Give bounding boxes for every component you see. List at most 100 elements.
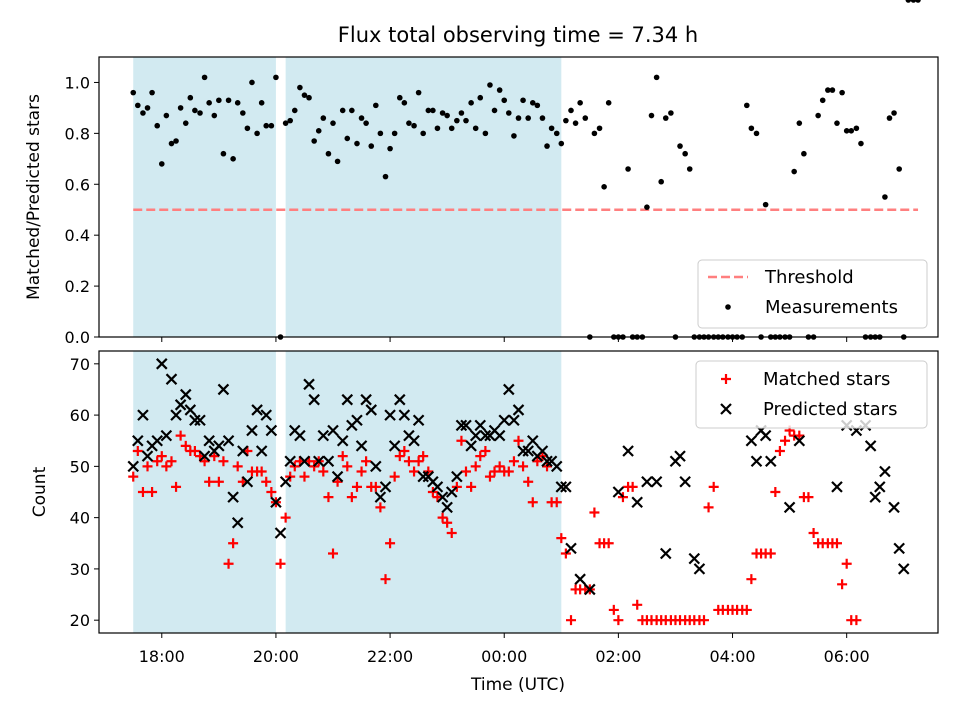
measurement-point — [177, 105, 184, 111]
measurement-point — [182, 120, 189, 126]
matched-star-marker — [484, 471, 495, 482]
measurement-point — [306, 94, 312, 101]
matched-star-marker — [370, 481, 381, 492]
measurement-point — [268, 122, 275, 129]
predicted-star-marker — [284, 455, 296, 468]
measurement-point — [591, 130, 598, 137]
predicted-star-marker — [436, 491, 449, 503]
y-tick-label: 50 — [70, 457, 90, 476]
measurement-point — [330, 120, 336, 126]
predicted-star-marker — [308, 393, 320, 406]
measurement-point — [220, 150, 227, 157]
matched-star-marker — [209, 451, 220, 462]
measurement-point — [477, 94, 484, 101]
matched-star-marker — [147, 487, 158, 497]
measurement-point — [601, 184, 607, 190]
matched-star-marker — [346, 492, 357, 503]
matched-star-marker — [466, 481, 477, 492]
measurement-point — [149, 89, 155, 96]
measurement-point — [291, 107, 298, 114]
matched-star-marker — [204, 476, 215, 487]
matched-star-marker — [803, 492, 814, 503]
matched-star-marker — [703, 502, 714, 513]
measurement-point — [197, 110, 203, 116]
predicted-star-marker — [312, 455, 325, 468]
predicted-star-marker — [793, 434, 806, 447]
measurement-point — [411, 122, 417, 129]
x-tick-label: 04:00 — [709, 647, 755, 666]
predicted-star-marker — [260, 409, 273, 421]
y-tick-label: 0.0 — [65, 328, 90, 347]
predicted-star-marker — [156, 358, 168, 370]
measurement-point — [915, 0, 921, 3]
matched-star-marker — [323, 492, 334, 503]
predicted-star-marker — [412, 414, 425, 426]
predicted-star-marker — [360, 393, 372, 406]
predicted-star-marker — [688, 552, 701, 565]
measurement-point — [515, 115, 522, 121]
matched-star-marker — [708, 481, 719, 492]
matched-star-marker — [774, 445, 785, 456]
predicted-star-marker — [508, 414, 520, 426]
measurement-point — [625, 166, 631, 172]
measurement-point — [819, 97, 826, 104]
measurement-point — [458, 110, 465, 116]
measurement-point — [582, 115, 589, 121]
measurement-point — [596, 125, 603, 132]
matched-star-marker — [442, 517, 453, 528]
measurement-point — [743, 102, 750, 109]
matched-star-marker — [342, 461, 353, 472]
observing-window — [285, 351, 562, 633]
measurement-point — [339, 107, 346, 114]
measurement-point — [644, 204, 650, 210]
predicted-star-marker — [137, 409, 149, 421]
y-tick-label: 0.4 — [65, 226, 90, 245]
matched-star-marker — [613, 615, 624, 626]
measurement-point — [558, 140, 565, 147]
predicted-star-marker — [174, 399, 187, 411]
legend-predicted-label: Predicted stars — [763, 399, 897, 420]
predicted-star-marker — [160, 429, 173, 442]
predicted-star-marker — [341, 393, 354, 406]
ratio-y-axis-label: Matched/Predicted stars — [24, 94, 44, 300]
measurement-point — [454, 117, 460, 124]
measurement-point — [662, 115, 669, 121]
measurement-point — [529, 100, 536, 106]
matched-star-marker — [503, 466, 514, 477]
predicted-star-marker — [294, 429, 306, 442]
matched-star-marker — [437, 512, 448, 523]
matched-star-marker — [518, 461, 529, 472]
measurement-point — [848, 128, 855, 134]
matched-star-marker — [480, 445, 491, 456]
predicted-star-marker — [565, 542, 577, 555]
matched-star-marker — [152, 456, 163, 467]
measurement-point — [344, 135, 351, 142]
measurement-point — [501, 97, 508, 104]
matched-star-marker — [228, 538, 239, 549]
measurement-point — [282, 120, 289, 126]
measurement-point — [297, 84, 303, 91]
matched-star-marker — [851, 615, 862, 626]
measurement-point — [425, 107, 432, 114]
predicted-star-marker — [631, 496, 643, 509]
predicted-star-marker — [659, 547, 672, 560]
measurement-point — [363, 120, 369, 126]
matched-star-marker — [394, 451, 405, 462]
count-panel: 20 30 40 50 60 70 18:00 20:00 22:00 00:00 02:00 04… — [30, 351, 939, 695]
matched-star-marker — [770, 487, 781, 497]
x-tick-label: 06:00 — [824, 647, 870, 666]
matched-star-marker — [746, 574, 757, 585]
matched-star-marker — [841, 558, 852, 569]
measurement-point — [439, 110, 446, 116]
measurement-point — [468, 100, 474, 106]
matched-star-marker — [532, 456, 543, 467]
matched-star-marker — [213, 476, 224, 487]
measurement-point — [211, 112, 218, 119]
measurement-point — [520, 97, 526, 104]
matched-star-marker — [451, 481, 462, 492]
matched-star-marker — [446, 528, 457, 539]
predicted-star-marker — [384, 409, 396, 421]
ratio-legend: Threshold Measurements — [697, 259, 928, 329]
predicted-star-marker — [759, 429, 772, 442]
measurement-point — [482, 130, 489, 137]
